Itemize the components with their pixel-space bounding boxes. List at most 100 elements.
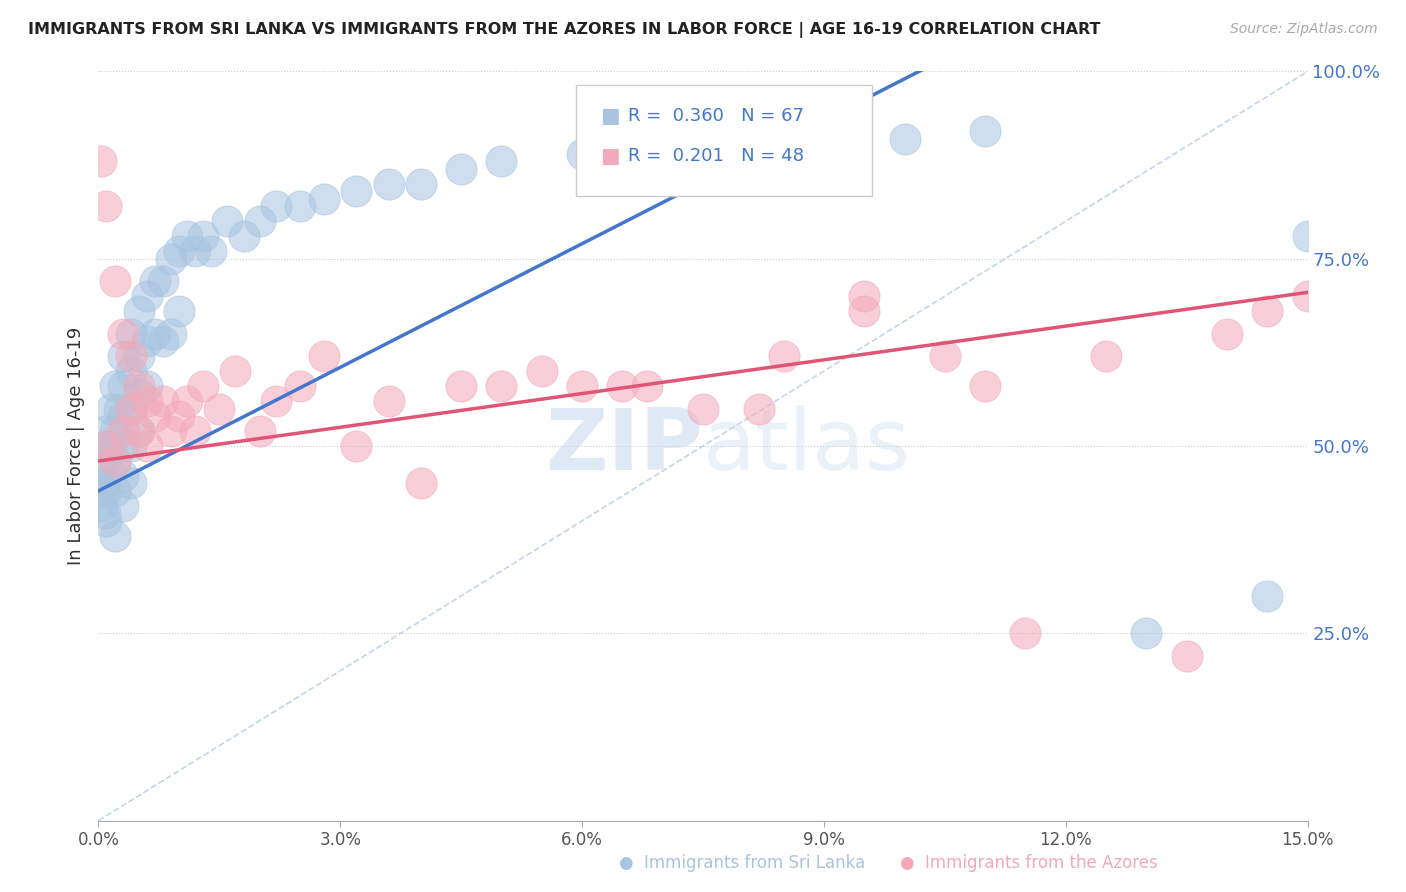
Point xyxy=(249,424,271,438)
Point xyxy=(160,252,183,266)
Point xyxy=(1216,326,1239,341)
Point xyxy=(91,476,114,491)
Point xyxy=(103,379,125,393)
Point xyxy=(1296,289,1319,303)
Point xyxy=(232,229,254,244)
Point xyxy=(135,379,157,393)
Point xyxy=(94,507,117,521)
Point xyxy=(120,326,142,341)
Point xyxy=(120,364,142,378)
Point xyxy=(264,394,287,409)
Point xyxy=(409,476,432,491)
Point xyxy=(1256,304,1278,318)
Point xyxy=(90,154,112,169)
Point xyxy=(571,146,593,161)
Point xyxy=(530,364,553,378)
Text: ■: ■ xyxy=(600,146,620,166)
Point xyxy=(193,229,215,244)
Point xyxy=(974,124,997,138)
Point xyxy=(111,409,134,423)
Point xyxy=(344,439,367,453)
Point xyxy=(111,499,134,513)
Point xyxy=(120,439,142,453)
Point xyxy=(152,274,174,288)
Point xyxy=(167,244,190,259)
Point xyxy=(974,379,997,393)
Point xyxy=(692,401,714,416)
Point xyxy=(111,469,134,483)
Point xyxy=(152,394,174,409)
Point xyxy=(89,461,111,475)
Point xyxy=(100,401,122,416)
Point xyxy=(96,483,118,498)
Point xyxy=(128,424,150,438)
Point xyxy=(135,289,157,303)
Point xyxy=(96,439,118,453)
Point xyxy=(135,439,157,453)
Text: ■: ■ xyxy=(600,106,620,126)
Point xyxy=(91,499,114,513)
Point xyxy=(176,394,198,409)
Point xyxy=(772,132,794,146)
Point xyxy=(1014,626,1036,640)
Point xyxy=(111,424,134,438)
Point xyxy=(636,379,658,393)
Point xyxy=(288,199,311,213)
Point xyxy=(152,334,174,348)
Point xyxy=(184,424,207,438)
Point xyxy=(120,401,142,416)
Point xyxy=(612,379,634,393)
Point xyxy=(128,349,150,363)
Point xyxy=(1135,626,1157,640)
Text: ZIP: ZIP xyxy=(546,404,703,488)
Point xyxy=(128,379,150,393)
Text: IMMIGRANTS FROM SRI LANKA VS IMMIGRANTS FROM THE AZORES IN LABOR FORCE | AGE 16-: IMMIGRANTS FROM SRI LANKA VS IMMIGRANTS … xyxy=(28,22,1101,38)
Point xyxy=(344,184,367,198)
Point xyxy=(96,424,118,438)
Point xyxy=(314,192,336,206)
Point xyxy=(1175,648,1198,663)
Point xyxy=(1256,589,1278,603)
Point xyxy=(160,424,183,438)
Point xyxy=(772,349,794,363)
Point xyxy=(128,424,150,438)
Point xyxy=(96,454,118,468)
Point xyxy=(200,244,222,259)
Point xyxy=(143,326,166,341)
Point xyxy=(249,214,271,228)
Point xyxy=(377,177,399,191)
Point xyxy=(107,401,129,416)
Point xyxy=(1095,349,1118,363)
Point xyxy=(651,139,673,153)
Point xyxy=(853,304,876,318)
Text: R =  0.360   N = 67: R = 0.360 N = 67 xyxy=(628,107,804,125)
Point xyxy=(377,394,399,409)
Point xyxy=(409,177,432,191)
Point xyxy=(224,364,246,378)
Text: ●  Immigrants from the Azores: ● Immigrants from the Azores xyxy=(900,855,1157,872)
Point xyxy=(120,401,142,416)
Point xyxy=(143,409,166,423)
Point xyxy=(103,454,125,468)
Text: R =  0.201   N = 48: R = 0.201 N = 48 xyxy=(628,147,804,165)
Text: atlas: atlas xyxy=(703,404,911,488)
Point xyxy=(103,483,125,498)
Point xyxy=(1296,229,1319,244)
Point xyxy=(120,476,142,491)
Point xyxy=(160,326,183,341)
Point xyxy=(103,529,125,543)
Point xyxy=(90,483,112,498)
Point xyxy=(934,349,956,363)
Point xyxy=(208,401,231,416)
Point xyxy=(96,199,118,213)
Point xyxy=(491,154,513,169)
Point xyxy=(176,229,198,244)
Text: ●  Immigrants from Sri Lanka: ● Immigrants from Sri Lanka xyxy=(619,855,865,872)
Point xyxy=(491,379,513,393)
Point xyxy=(111,439,134,453)
Point xyxy=(96,514,118,528)
Point xyxy=(111,349,134,363)
Point xyxy=(128,304,150,318)
Point xyxy=(193,379,215,393)
Point xyxy=(135,394,157,409)
